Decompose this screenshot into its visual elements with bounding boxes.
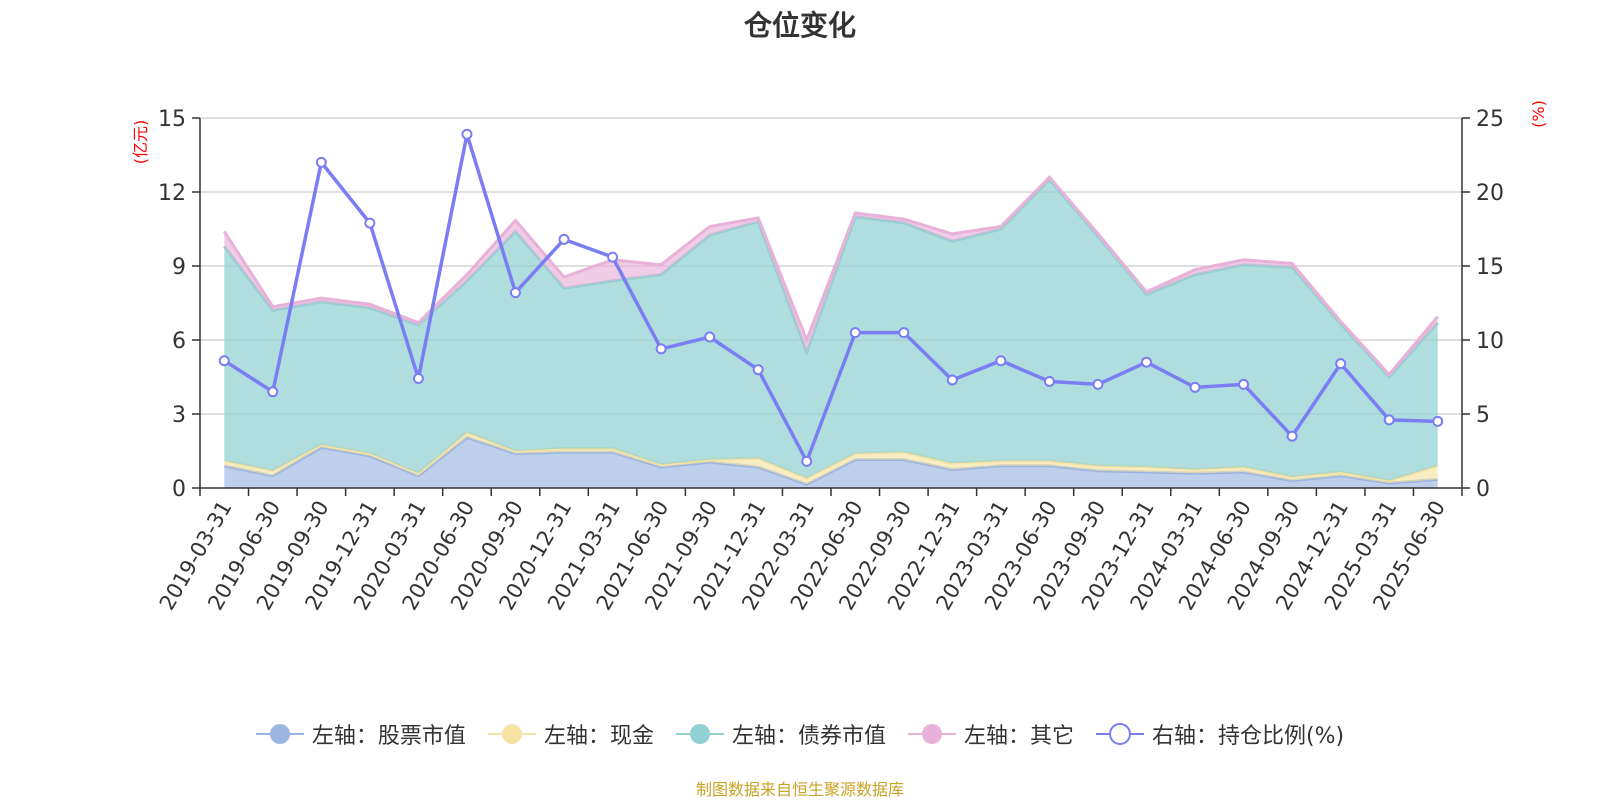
- chart-title: 仓位变化: [743, 9, 856, 42]
- ratio-point[interactable]: [364, 217, 376, 229]
- left-axis-tick-label: 3: [172, 403, 186, 428]
- left-axis-tick-label: 0: [172, 477, 186, 502]
- ratio-point[interactable]: [1383, 414, 1395, 426]
- ratio-line: [218, 128, 1444, 467]
- ratio-point[interactable]: [1092, 378, 1104, 390]
- ratio-point[interactable]: [1238, 378, 1250, 390]
- ratio-point[interactable]: [510, 287, 521, 299]
- right-axis-tick-label: 20: [1476, 181, 1504, 206]
- legend: 左轴：股票市值 左轴：现金 左轴：债券市值 左轴：其它 右轴：持仓比例(%): [0, 718, 1600, 750]
- ratio-point[interactable]: [1043, 375, 1055, 387]
- source-note: 制图数据来自恒生聚源数据库: [695, 780, 904, 799]
- legend-label: 左轴：债券市值: [731, 724, 886, 749]
- area-series-2: [224, 179, 1438, 481]
- legend-item-0[interactable]: 左轴：股票市值: [255, 718, 466, 750]
- ratio-point[interactable]: [849, 327, 861, 339]
- left-axis-tick-label: 9: [172, 255, 186, 280]
- ratio-point[interactable]: [315, 156, 327, 168]
- stacked-areas: [223, 174, 1439, 488]
- ratio-point[interactable]: [995, 355, 1007, 367]
- ratio-point[interactable]: [655, 343, 667, 355]
- right-axis-tick-label: 5: [1476, 403, 1490, 428]
- right-axis-title: (%): [1529, 100, 1548, 128]
- ratio-point[interactable]: [1141, 356, 1152, 368]
- right-axis-tick-label: 0: [1476, 477, 1490, 502]
- legend-area-marker-icon: [255, 724, 304, 744]
- ratio-line-path: [223, 133, 1438, 466]
- left-axis-tick-label: 15: [158, 107, 186, 132]
- ratio-point[interactable]: [801, 455, 813, 467]
- right-axis-tick-label: 15: [1476, 255, 1504, 280]
- area-series-edge-3: [223, 174, 1439, 377]
- legend-item-3[interactable]: 左轴：其它: [907, 718, 1074, 750]
- ratio-point[interactable]: [267, 386, 279, 398]
- area-series-edge-0: [224, 435, 1438, 486]
- ratio-point[interactable]: [558, 233, 570, 245]
- ratio-point[interactable]: [461, 128, 473, 140]
- ratio-point[interactable]: [412, 372, 424, 384]
- right-axis-tick-label: 25: [1476, 107, 1504, 132]
- legend-label: 右轴：持仓比例(%): [1151, 724, 1345, 749]
- ratio-point[interactable]: [704, 331, 716, 343]
- ratio-point[interactable]: [1335, 358, 1347, 370]
- ratio-point[interactable]: [946, 374, 958, 386]
- legend-label: 左轴：其它: [963, 724, 1074, 749]
- left-axis-tick-label: 12: [158, 181, 186, 206]
- ratio-point[interactable]: [218, 355, 230, 367]
- legend-item-4[interactable]: 右轴：持仓比例(%): [1095, 718, 1345, 750]
- legend-label: 左轴：现金: [543, 724, 654, 749]
- legend-area-marker-icon: [907, 724, 956, 744]
- ratio-point[interactable]: [1189, 381, 1201, 393]
- legend-item-2[interactable]: 左轴：债券市值: [675, 718, 886, 750]
- left-axis-title: (亿元): [131, 120, 150, 165]
- area-series-1: [224, 432, 1438, 485]
- ratio-point[interactable]: [752, 364, 764, 376]
- legend-label: 左轴：股票市值: [311, 724, 466, 749]
- right-axis-tick-label: 10: [1476, 329, 1504, 354]
- ratio-point[interactable]: [1286, 430, 1298, 442]
- area-series-0: [224, 437, 1438, 488]
- ratio-point[interactable]: [1432, 415, 1444, 427]
- ratio-point[interactable]: [607, 251, 619, 263]
- left-axis-tick-label: 6: [172, 329, 186, 354]
- ratio-point[interactable]: [898, 327, 910, 339]
- legend-area-marker-icon: [675, 724, 724, 744]
- legend-area-marker-icon: [487, 724, 536, 744]
- legend-line-marker-icon: [1095, 723, 1144, 745]
- legend-item-1[interactable]: 左轴：现金: [487, 718, 654, 750]
